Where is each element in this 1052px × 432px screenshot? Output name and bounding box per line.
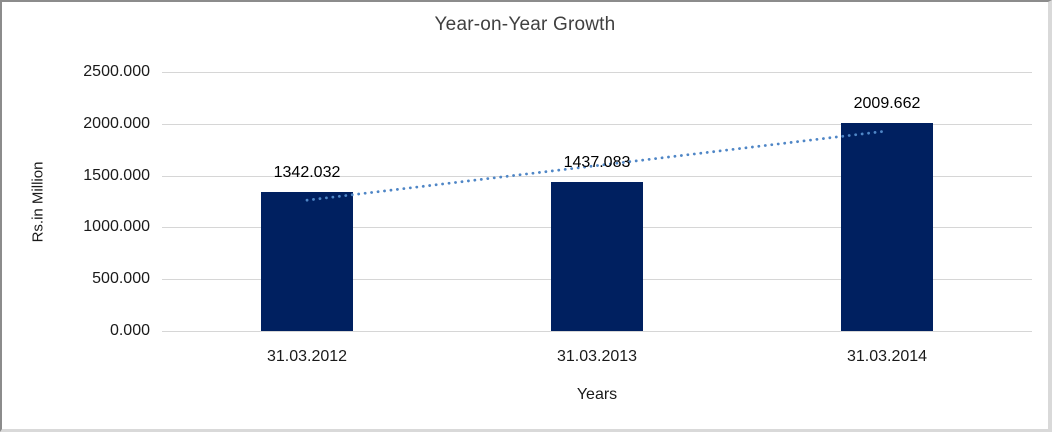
gridline bbox=[162, 331, 1032, 332]
gridline bbox=[162, 72, 1032, 73]
y-tick-label: 1500.000 bbox=[83, 166, 150, 184]
chart-title: Year-on-Year Growth bbox=[434, 14, 616, 35]
x-category-label: 31.03.2014 bbox=[846, 348, 928, 365]
y-tick-label: 1000.000 bbox=[83, 218, 150, 236]
x-axis-title: Years bbox=[576, 386, 618, 403]
bar bbox=[261, 191, 353, 331]
x-category-label: 31.03.2012 bbox=[266, 348, 348, 365]
bar-data-label: 1342.032 bbox=[273, 163, 341, 181]
bar-data-label: 2009.662 bbox=[853, 94, 921, 112]
bar-data-label: 1437.083 bbox=[563, 154, 631, 172]
gridline bbox=[162, 123, 1032, 125]
y-tick-label: 500.000 bbox=[92, 270, 150, 288]
y-tick-label: 0.000 bbox=[109, 322, 150, 339]
y-tick-label: 2500.000 bbox=[83, 63, 150, 80]
y-tick-label: 2000.000 bbox=[83, 114, 150, 132]
bar bbox=[551, 182, 643, 331]
x-category-label: 31.03.2013 bbox=[556, 348, 638, 365]
bar bbox=[841, 122, 933, 331]
